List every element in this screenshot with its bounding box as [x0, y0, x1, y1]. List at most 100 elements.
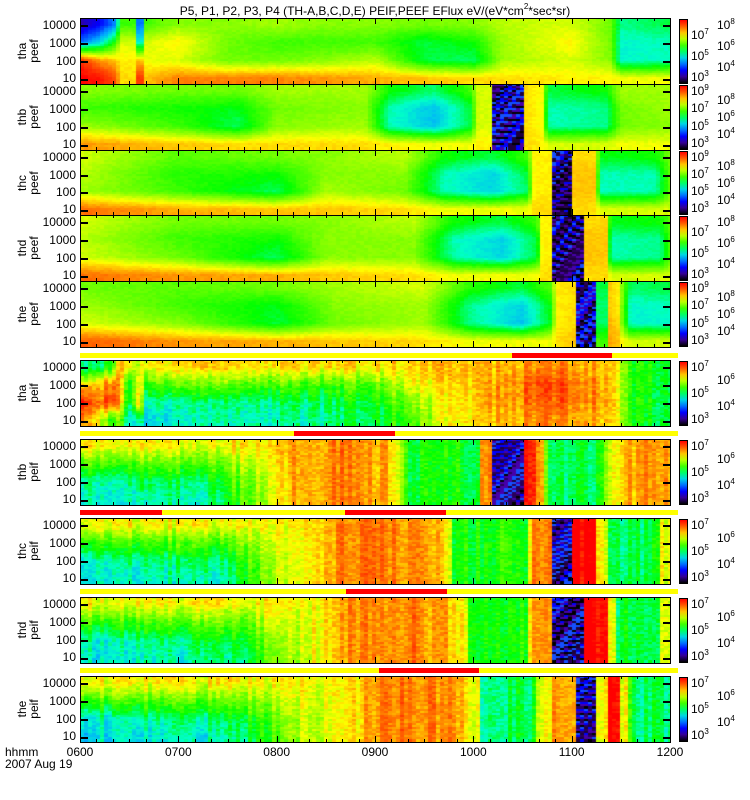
x-tick-mark [325, 215, 327, 218]
x-tick-mark [211, 215, 213, 218]
x-tick-mark [194, 439, 196, 442]
x-tick-mark [96, 597, 98, 600]
x-tick-mark [588, 597, 590, 600]
y-tick-mark [663, 156, 671, 159]
y-tick-mark [663, 402, 671, 405]
x-tick-mark [637, 660, 639, 663]
product-name: peef [27, 302, 41, 326]
x-tick-mark [161, 215, 163, 218]
x-tick-mark [391, 597, 393, 600]
x-tick-mark [522, 597, 524, 600]
x-tick-mark [96, 344, 98, 347]
x-tick-mark [325, 439, 327, 442]
x-tick-mark [178, 209, 180, 215]
x-tick-mark [194, 81, 196, 84]
title-text: P5, P1, P2, P3, P4 (TH-A,B,C,D,E) PEIF,P… [179, 4, 524, 18]
x-tick-mark [227, 278, 229, 281]
x-tick-mark [211, 281, 213, 284]
x-tick-mark [325, 281, 327, 284]
x-tick-mark [620, 597, 622, 600]
x-tick-mark [161, 660, 163, 663]
colorbar-tick-label: 107 [691, 27, 709, 43]
x-tick-mark [653, 518, 655, 521]
x-tick-mark [161, 81, 163, 84]
x-tick-mark [161, 502, 163, 505]
y-tick-label: 10 [62, 492, 76, 506]
x-tick-mark [161, 84, 163, 87]
x-tick-mark [293, 676, 295, 679]
x-tick-mark [637, 278, 639, 281]
x-tick-mark [538, 360, 540, 363]
x-tick-mark [145, 278, 147, 281]
colorbar-tick-label: 106 [717, 372, 735, 387]
x-tick-mark [555, 660, 557, 663]
x-tick-mark [342, 147, 344, 150]
x-tick-mark [276, 360, 278, 366]
y-tick-mark [80, 700, 88, 703]
x-tick-mark [456, 518, 458, 521]
x-tick-mark [407, 344, 409, 347]
colorbar-tick-label: 104 [717, 126, 735, 142]
x-tick-mark [538, 212, 540, 215]
x-tick-mark [80, 144, 81, 150]
colorbar-tick-label: 105 [691, 314, 709, 330]
x-tick-mark [538, 18, 540, 21]
x-tick-mark [391, 360, 393, 363]
x-tick-mark [276, 657, 278, 663]
x-tick-mark [670, 657, 671, 663]
x-tick-mark [571, 736, 573, 742]
x-tick-mark [391, 518, 393, 521]
x-tick-mark [620, 81, 622, 84]
x-tick-mark [620, 581, 622, 584]
x-tick-mark [325, 84, 327, 87]
x-tick-mark [178, 736, 180, 742]
x-tick-mark [194, 518, 196, 521]
x-tick-mark [96, 423, 98, 426]
spectrogram-thc-peif [80, 518, 670, 584]
y-tick-mark [663, 657, 671, 660]
colorbar-tick-label: 107 [691, 438, 709, 453]
region-bar-highlight [345, 589, 447, 594]
x-tick-mark [145, 439, 147, 442]
x-axis-label: hhmm 2007 Aug 19 [5, 746, 72, 770]
x-tick-mark [473, 144, 475, 150]
y-tick-mark [663, 446, 671, 449]
x-tick-mark [342, 518, 344, 521]
x-tick-mark [211, 212, 213, 215]
colorbar-tick-label: 103 [691, 200, 709, 215]
x-tick-mark [243, 84, 245, 87]
x-tick-mark [309, 676, 311, 679]
x-tick-mark [571, 578, 573, 584]
x-tick-mark [243, 215, 245, 218]
x-tick-mark [129, 212, 131, 215]
x-tick-mark [260, 147, 262, 150]
x-tick-mark [424, 597, 426, 600]
panel-label-thd-peif: thd peif [15, 602, 41, 658]
x-tick-mark [424, 360, 426, 363]
x-tick-mark [424, 423, 426, 426]
x-tick-mark [227, 660, 229, 663]
y-tick-label: 10000 [42, 149, 76, 164]
x-tick-mark [489, 676, 491, 679]
x-tick-mark [506, 581, 508, 584]
x-tick-mark [293, 281, 295, 284]
x-tick-mark [260, 423, 262, 426]
x-tick-mark [522, 147, 524, 150]
colorbar-tick-label: 105 [691, 701, 709, 716]
x-tick-mark [276, 78, 278, 84]
x-tick-mark [293, 518, 295, 521]
region-bar-highlight [511, 353, 612, 358]
x-tick-mark [375, 144, 376, 150]
x-tick-mark [440, 344, 442, 347]
panel-label-the-peef: the peef [15, 286, 41, 342]
x-tick-mark [161, 739, 163, 742]
colorbar-tick-label: 103 [691, 135, 709, 150]
x-tick-mark [604, 423, 606, 426]
x-tick-mark [637, 739, 639, 742]
x-tick-mark [489, 739, 491, 742]
x-tick-mark [489, 212, 491, 215]
spectrogram-tha-peef [80, 18, 670, 84]
x-tick-mark [407, 281, 409, 284]
y-tick-mark [663, 222, 671, 225]
y-tick-mark [663, 560, 671, 563]
